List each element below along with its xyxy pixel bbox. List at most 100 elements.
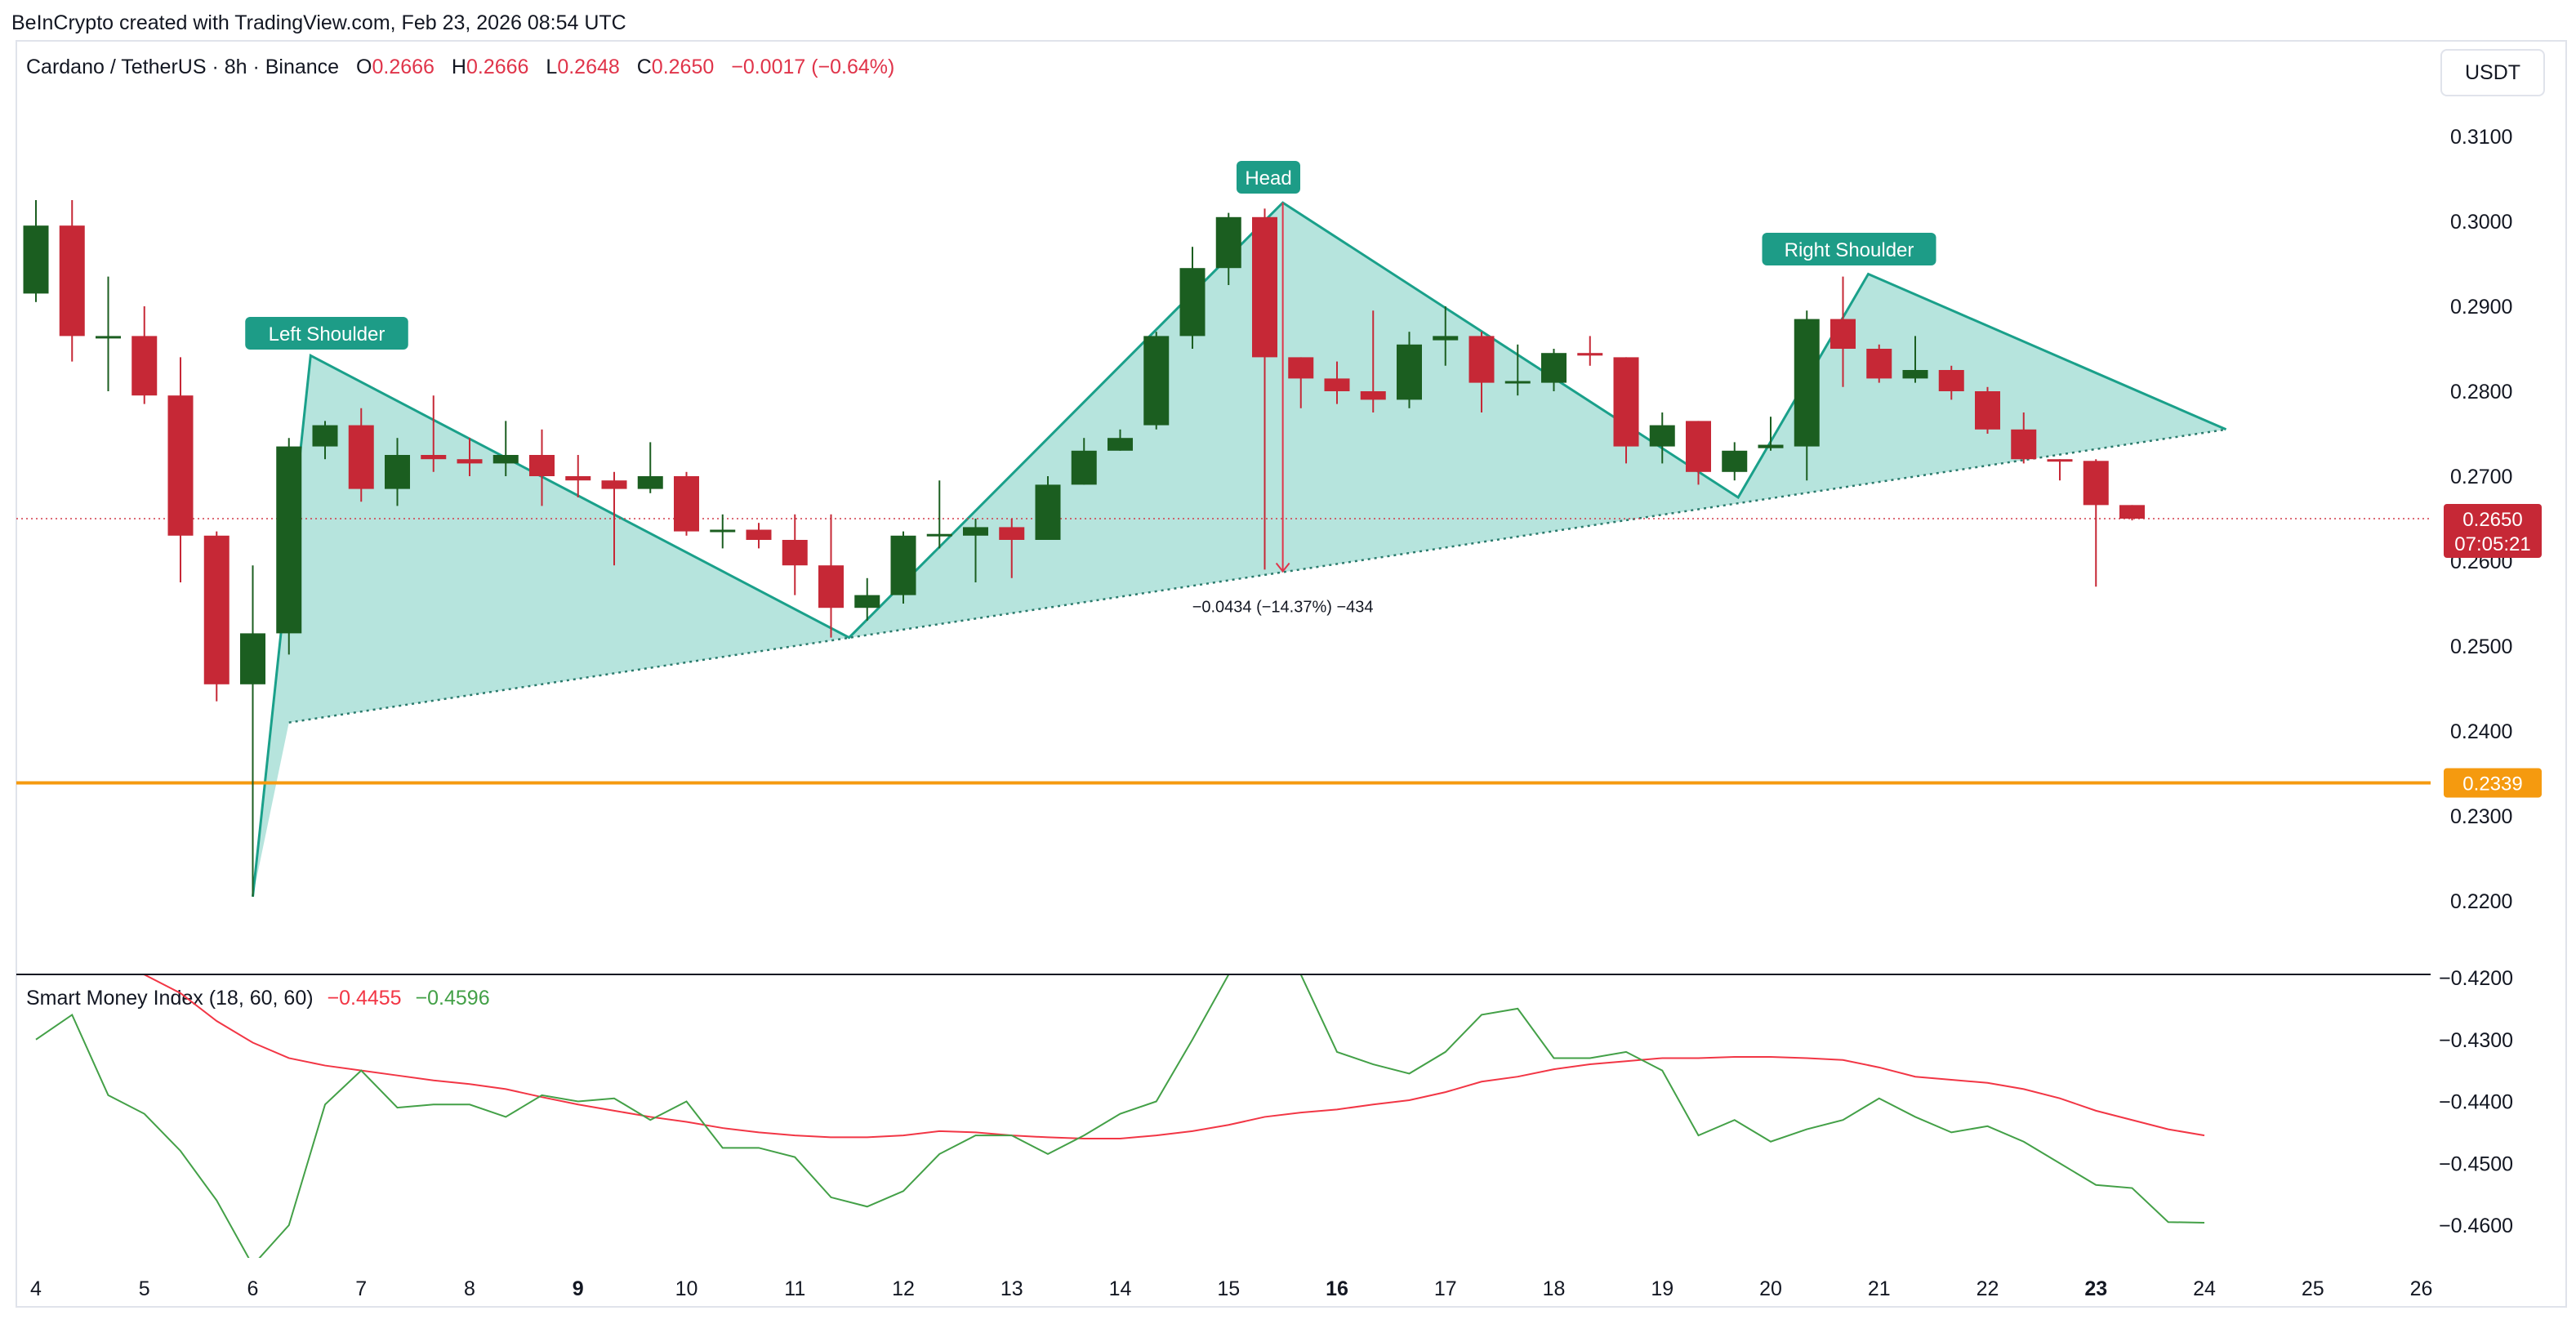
candle-body: [1252, 216, 1277, 358]
candle-body: [1324, 378, 1350, 391]
candle: [1577, 336, 1603, 366]
candle-body: [2011, 429, 2037, 460]
candle: [999, 519, 1025, 578]
candle-body: [746, 529, 772, 540]
candle: [637, 442, 663, 493]
candle: [529, 429, 555, 506]
low-value: 0.2648: [557, 56, 620, 78]
candle-body: [1360, 391, 1386, 400]
candle-body: [1215, 216, 1241, 269]
smi-legend: Smart Money Index (18, 60, 60) −0.4455 −…: [26, 987, 490, 1010]
candle: [1866, 344, 1892, 383]
right-shoulder-label: Right Shoulder: [1762, 233, 1936, 265]
candle-body: [999, 527, 1025, 540]
candle: [167, 357, 194, 582]
candle-body: [312, 425, 338, 447]
smi-axis-tick: −0.4200: [2439, 967, 2513, 990]
candle: [601, 471, 627, 566]
candle: [2047, 459, 2073, 481]
time-axis-tick: 18: [1543, 1277, 1566, 1300]
candle-body: [637, 476, 663, 489]
candle-body: [1866, 349, 1892, 379]
price-axis-tick: 0.3100: [2450, 126, 2512, 149]
candle-body: [601, 480, 627, 489]
candle: [348, 408, 374, 502]
left-shoulder-label: Left Shoulder: [245, 317, 408, 350]
smi-axis-tick: −0.4300: [2439, 1029, 2513, 1052]
candle: [1758, 417, 1784, 451]
time-axis-tick: 8: [464, 1277, 475, 1300]
price-axis-tick: 0.2800: [2450, 381, 2512, 403]
candle-body: [167, 395, 194, 536]
candle-body: [1071, 450, 1097, 485]
candle: [1613, 357, 1639, 464]
candle: [1902, 336, 1928, 383]
candle: [963, 519, 988, 582]
symbol-title: Cardano / TetherUS · 8h · Binance: [26, 56, 340, 78]
smi-series-smi: [35, 975, 2205, 1258]
right-shoulder-label-bg: [1762, 233, 1936, 265]
currency-button[interactable]: USDT: [2440, 49, 2545, 96]
candle: [385, 438, 410, 506]
candle-body: [1830, 319, 1856, 349]
time-axis-tick: 25: [2302, 1277, 2324, 1300]
candle-body: [276, 446, 302, 634]
time-axis-tick: 22: [1977, 1277, 1999, 1300]
candle-body: [457, 459, 483, 464]
open-value: 0.2666: [372, 56, 435, 78]
time-axis-tick: 5: [139, 1277, 150, 1300]
candle: [1215, 212, 1241, 285]
right-shoulder-label-text: Right Shoulder: [1785, 239, 1914, 261]
head-label-text: Head: [1245, 167, 1291, 189]
smi-series-signal: [143, 975, 2205, 1139]
candle-body: [1938, 370, 1964, 391]
candle: [1252, 208, 1277, 570]
candle-body: [385, 455, 410, 489]
support-price-tag-bg: [2444, 768, 2542, 798]
candle-body: [565, 476, 591, 481]
candle: [1143, 332, 1170, 430]
high-value: 0.2666: [466, 56, 529, 78]
candle-body: [1975, 391, 2000, 430]
candle: [1830, 276, 1856, 387]
candle: [421, 395, 447, 472]
left-shoulder-label-bg: [245, 317, 408, 350]
candle-body: [203, 535, 230, 684]
candle: [1938, 365, 1964, 400]
pattern-fill: [252, 203, 2226, 897]
smi-axis-tick: −0.4500: [2439, 1152, 2513, 1175]
candle-body: [963, 527, 988, 536]
candle: [1468, 332, 1495, 412]
candle-body: [1035, 484, 1061, 540]
candle-body: [1288, 357, 1314, 379]
candle: [1108, 429, 1133, 451]
candle: [926, 480, 952, 549]
candle-body: [890, 535, 916, 595]
price-axis-tick: 0.2300: [2450, 805, 2512, 828]
head-label-bg: [1237, 161, 1300, 194]
candle-body: [421, 455, 447, 460]
candle-body: [131, 336, 158, 396]
candle: [1504, 344, 1531, 396]
candle: [1794, 310, 1820, 481]
candle: [1433, 306, 1459, 366]
candle-body: [710, 529, 736, 533]
candle: [818, 514, 844, 638]
time-axis-tick: 20: [1759, 1277, 1782, 1300]
head-label: Head: [1237, 161, 1300, 194]
candle: [312, 421, 338, 460]
candle: [746, 523, 772, 549]
candle-body: [23, 225, 49, 294]
candle-body: [1577, 353, 1603, 356]
candle-body: [492, 455, 519, 464]
candle: [1288, 357, 1314, 408]
price-axis-tick: 0.2900: [2450, 296, 2512, 319]
candle-body: [1108, 438, 1133, 451]
candle: [276, 438, 302, 655]
candle: [1686, 421, 1711, 485]
time-axis-tick: 17: [1434, 1277, 1457, 1300]
candle-body: [529, 455, 555, 476]
price-axis-tick: 0.2500: [2450, 635, 2512, 658]
candle: [23, 200, 49, 302]
